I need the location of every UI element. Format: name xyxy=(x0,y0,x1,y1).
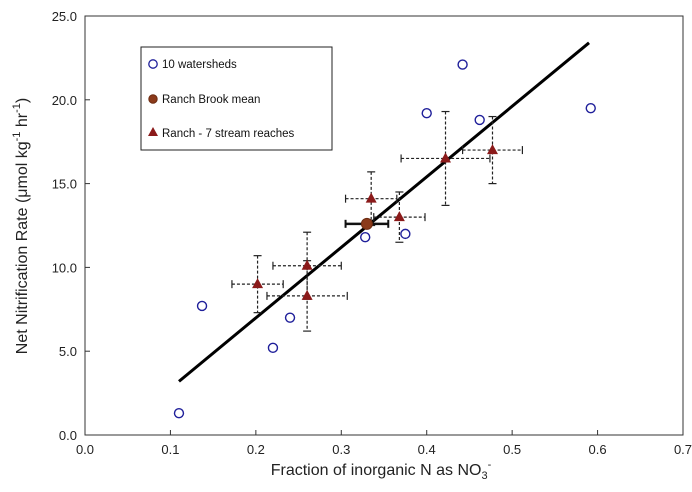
regression-line xyxy=(178,41,590,383)
x-tick-label: 0.5 xyxy=(503,442,521,457)
watershed-point xyxy=(284,312,296,323)
watershed-point xyxy=(474,114,485,126)
y-axis-title: Net Nitrification Rate (μmol kg-1 hr-1) xyxy=(11,98,31,354)
y-tick-label: 0.0 xyxy=(59,428,77,443)
x-tick-label: 0.0 xyxy=(76,442,94,457)
stream-reach-point xyxy=(440,152,452,163)
plot-frame xyxy=(84,15,684,436)
x-tick-label: 0.4 xyxy=(418,442,436,457)
stream-reach-point xyxy=(252,278,264,289)
y-tick-label: 15.0 xyxy=(52,177,77,192)
legend-box xyxy=(140,46,333,151)
watershed-point xyxy=(421,108,432,119)
watershed-point xyxy=(173,408,185,419)
y-tick-label: 25.0 xyxy=(52,9,77,24)
watershed-point xyxy=(585,102,596,114)
legend-label-watersheds: 10 watersheds xyxy=(162,59,237,71)
x-tick-label: 0.7 xyxy=(674,442,692,457)
legend-marker-stream-reaches xyxy=(148,127,158,136)
x-tick-label: 0.1 xyxy=(161,442,179,457)
stream-reach-point xyxy=(301,289,313,300)
watershed-point xyxy=(400,228,411,240)
watershed-point xyxy=(457,59,468,70)
x-tick-label: 0.6 xyxy=(589,442,607,457)
stream-reach-point xyxy=(486,144,498,155)
legend-marker-ranch-brook xyxy=(148,94,158,104)
y-tick-label: 20.0 xyxy=(52,93,77,108)
stream-reach-point xyxy=(301,259,313,270)
watershed-point xyxy=(267,342,279,354)
legend-marker-watersheds xyxy=(148,59,158,69)
y-axis-ticks: 0.0 5.0 10.0 15.0 20.0 25.0 xyxy=(52,9,90,443)
legend: 10 watersheds Ranch Brook mean Ranch - 7… xyxy=(140,46,333,151)
x-axis-title: Fraction of inorganic N as NO3- xyxy=(271,459,492,482)
legend-label-stream-reaches: Ranch - 7 stream reaches xyxy=(162,128,295,140)
data-markers xyxy=(173,59,596,419)
stream-reach-point xyxy=(365,192,377,203)
watershed-point xyxy=(360,232,371,243)
y-tick-label: 5.0 xyxy=(59,344,77,359)
x-tick-label: 0.2 xyxy=(247,442,265,457)
ranch-brook-mean-point xyxy=(360,217,373,230)
x-axis-ticks: 0.0 0.1 0.2 0.3 0.4 0.5 0.6 0.7 xyxy=(76,430,692,457)
watershed-point xyxy=(196,300,208,312)
stream-reach-point xyxy=(393,211,405,222)
legend-label-ranch-brook: Ranch Brook mean xyxy=(162,94,260,106)
y-tick-label: 10.0 xyxy=(52,260,77,275)
x-tick-label: 0.3 xyxy=(332,442,350,457)
